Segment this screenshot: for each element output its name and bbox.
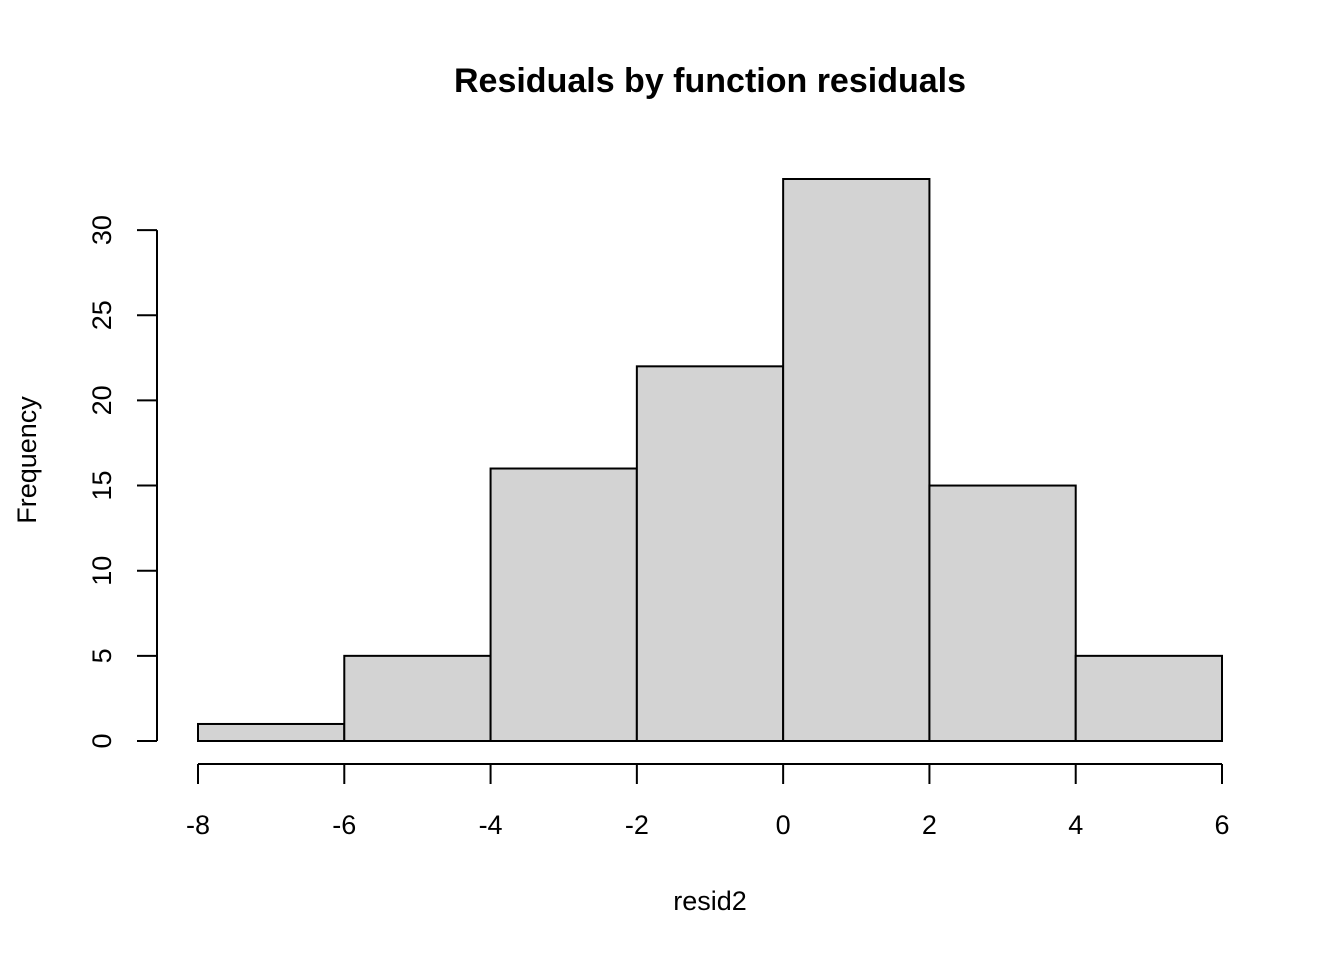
histogram-bar [1074, 654, 1223, 743]
histogram-bar [928, 484, 1077, 742]
y-tick-label: 15 [87, 471, 117, 501]
histogram-bar [197, 722, 346, 743]
x-tick-label: -4 [479, 810, 503, 840]
histogram-bar [489, 467, 638, 742]
chart-title: Residuals by function residuals [454, 62, 966, 100]
x-tick-label: 4 [1068, 810, 1083, 840]
x-tick-label: -6 [332, 810, 356, 840]
histogram-bar [343, 654, 492, 743]
x-tick-label: 0 [776, 810, 791, 840]
bars-group [197, 178, 1223, 743]
x-tick-label: 2 [922, 810, 937, 840]
histogram-bar [635, 365, 785, 742]
y-tick-label: 30 [87, 215, 117, 245]
y-tick-label: 25 [87, 300, 117, 330]
y-axis-label: Frequency [12, 396, 42, 524]
histogram-bar [782, 178, 931, 742]
x-axis: -8 -6 -4 -2 0 2 4 6 [186, 763, 1230, 840]
x-tick-label: -8 [186, 810, 210, 840]
y-tick-label: 0 [87, 733, 117, 748]
x-tick-label: -2 [625, 810, 649, 840]
x-tick-label: 6 [1214, 810, 1229, 840]
y-tick-label: 10 [87, 556, 117, 586]
y-tick-label: 5 [87, 648, 117, 663]
x-axis-label: resid2 [673, 886, 747, 916]
y-tick-label: 20 [87, 385, 117, 415]
y-axis: 0 5 10 15 20 25 30 [87, 215, 158, 749]
